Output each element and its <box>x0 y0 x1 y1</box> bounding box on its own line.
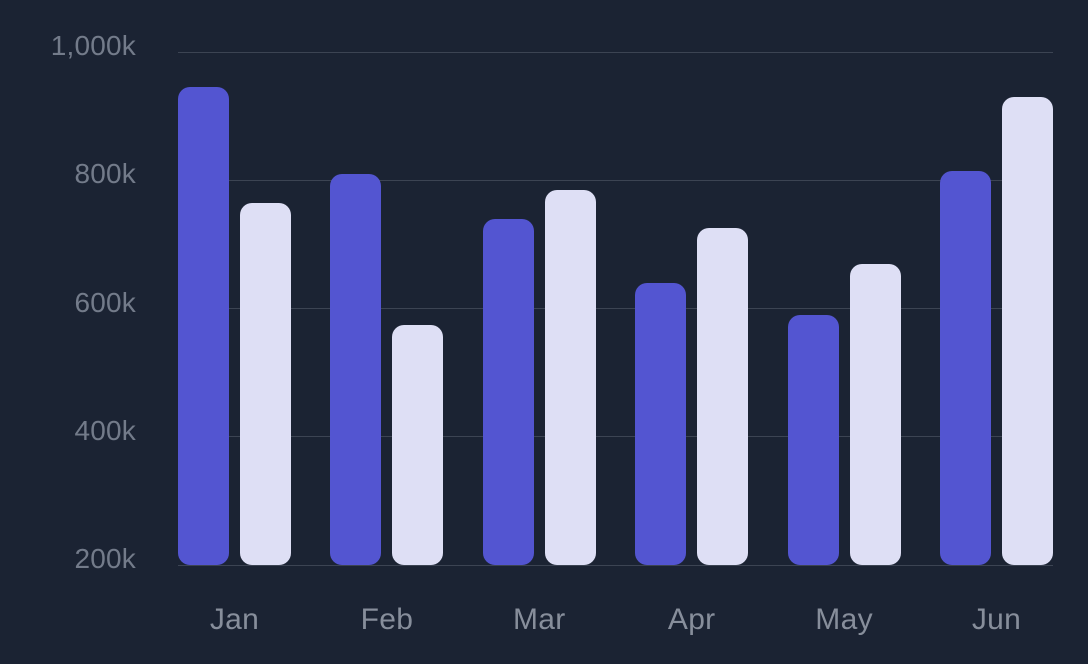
bar-mar-series-2 <box>544 189 596 565</box>
y-axis-tick-label: 400k <box>74 414 136 446</box>
bar-feb-series-1 <box>330 173 382 565</box>
bar-may-series-2 <box>849 263 901 565</box>
plot-area <box>178 51 1053 566</box>
x-axis-label-may: May <box>815 603 873 636</box>
x-axis-label-jun: Jun <box>971 603 1022 636</box>
y-axis-tick-label: 200k <box>74 543 136 574</box>
gridline-200k <box>178 564 1053 566</box>
x-axis-label-jan: Jan <box>209 603 260 636</box>
bar-jun-series-1 <box>940 170 991 565</box>
x-axis-label-feb: Feb <box>360 603 414 636</box>
bar-feb-series-2 <box>392 324 444 565</box>
y-axis-tick-label: 600k <box>74 286 136 318</box>
y-axis-tick-label: 800k <box>74 158 136 190</box>
bar-apr-series-2 <box>697 228 749 565</box>
bar-may-series-1 <box>787 314 839 565</box>
gridline-600k <box>178 308 1053 309</box>
gridline-400k <box>178 436 1053 438</box>
bar-jan-series-2 <box>240 202 291 565</box>
bar-jan-series-1 <box>178 87 229 565</box>
y-axis-tick-label: 1,000k <box>50 30 136 61</box>
bar-mar-series-1 <box>482 218 534 565</box>
gridline-1000k <box>178 51 1053 53</box>
gridline-800k <box>178 179 1053 181</box>
x-axis-label-apr: Apr <box>667 603 716 636</box>
x-axis-label-mar: Mar <box>513 603 566 636</box>
bar-apr-series-1 <box>635 282 687 565</box>
bar-jun-series-2 <box>1002 96 1053 565</box>
